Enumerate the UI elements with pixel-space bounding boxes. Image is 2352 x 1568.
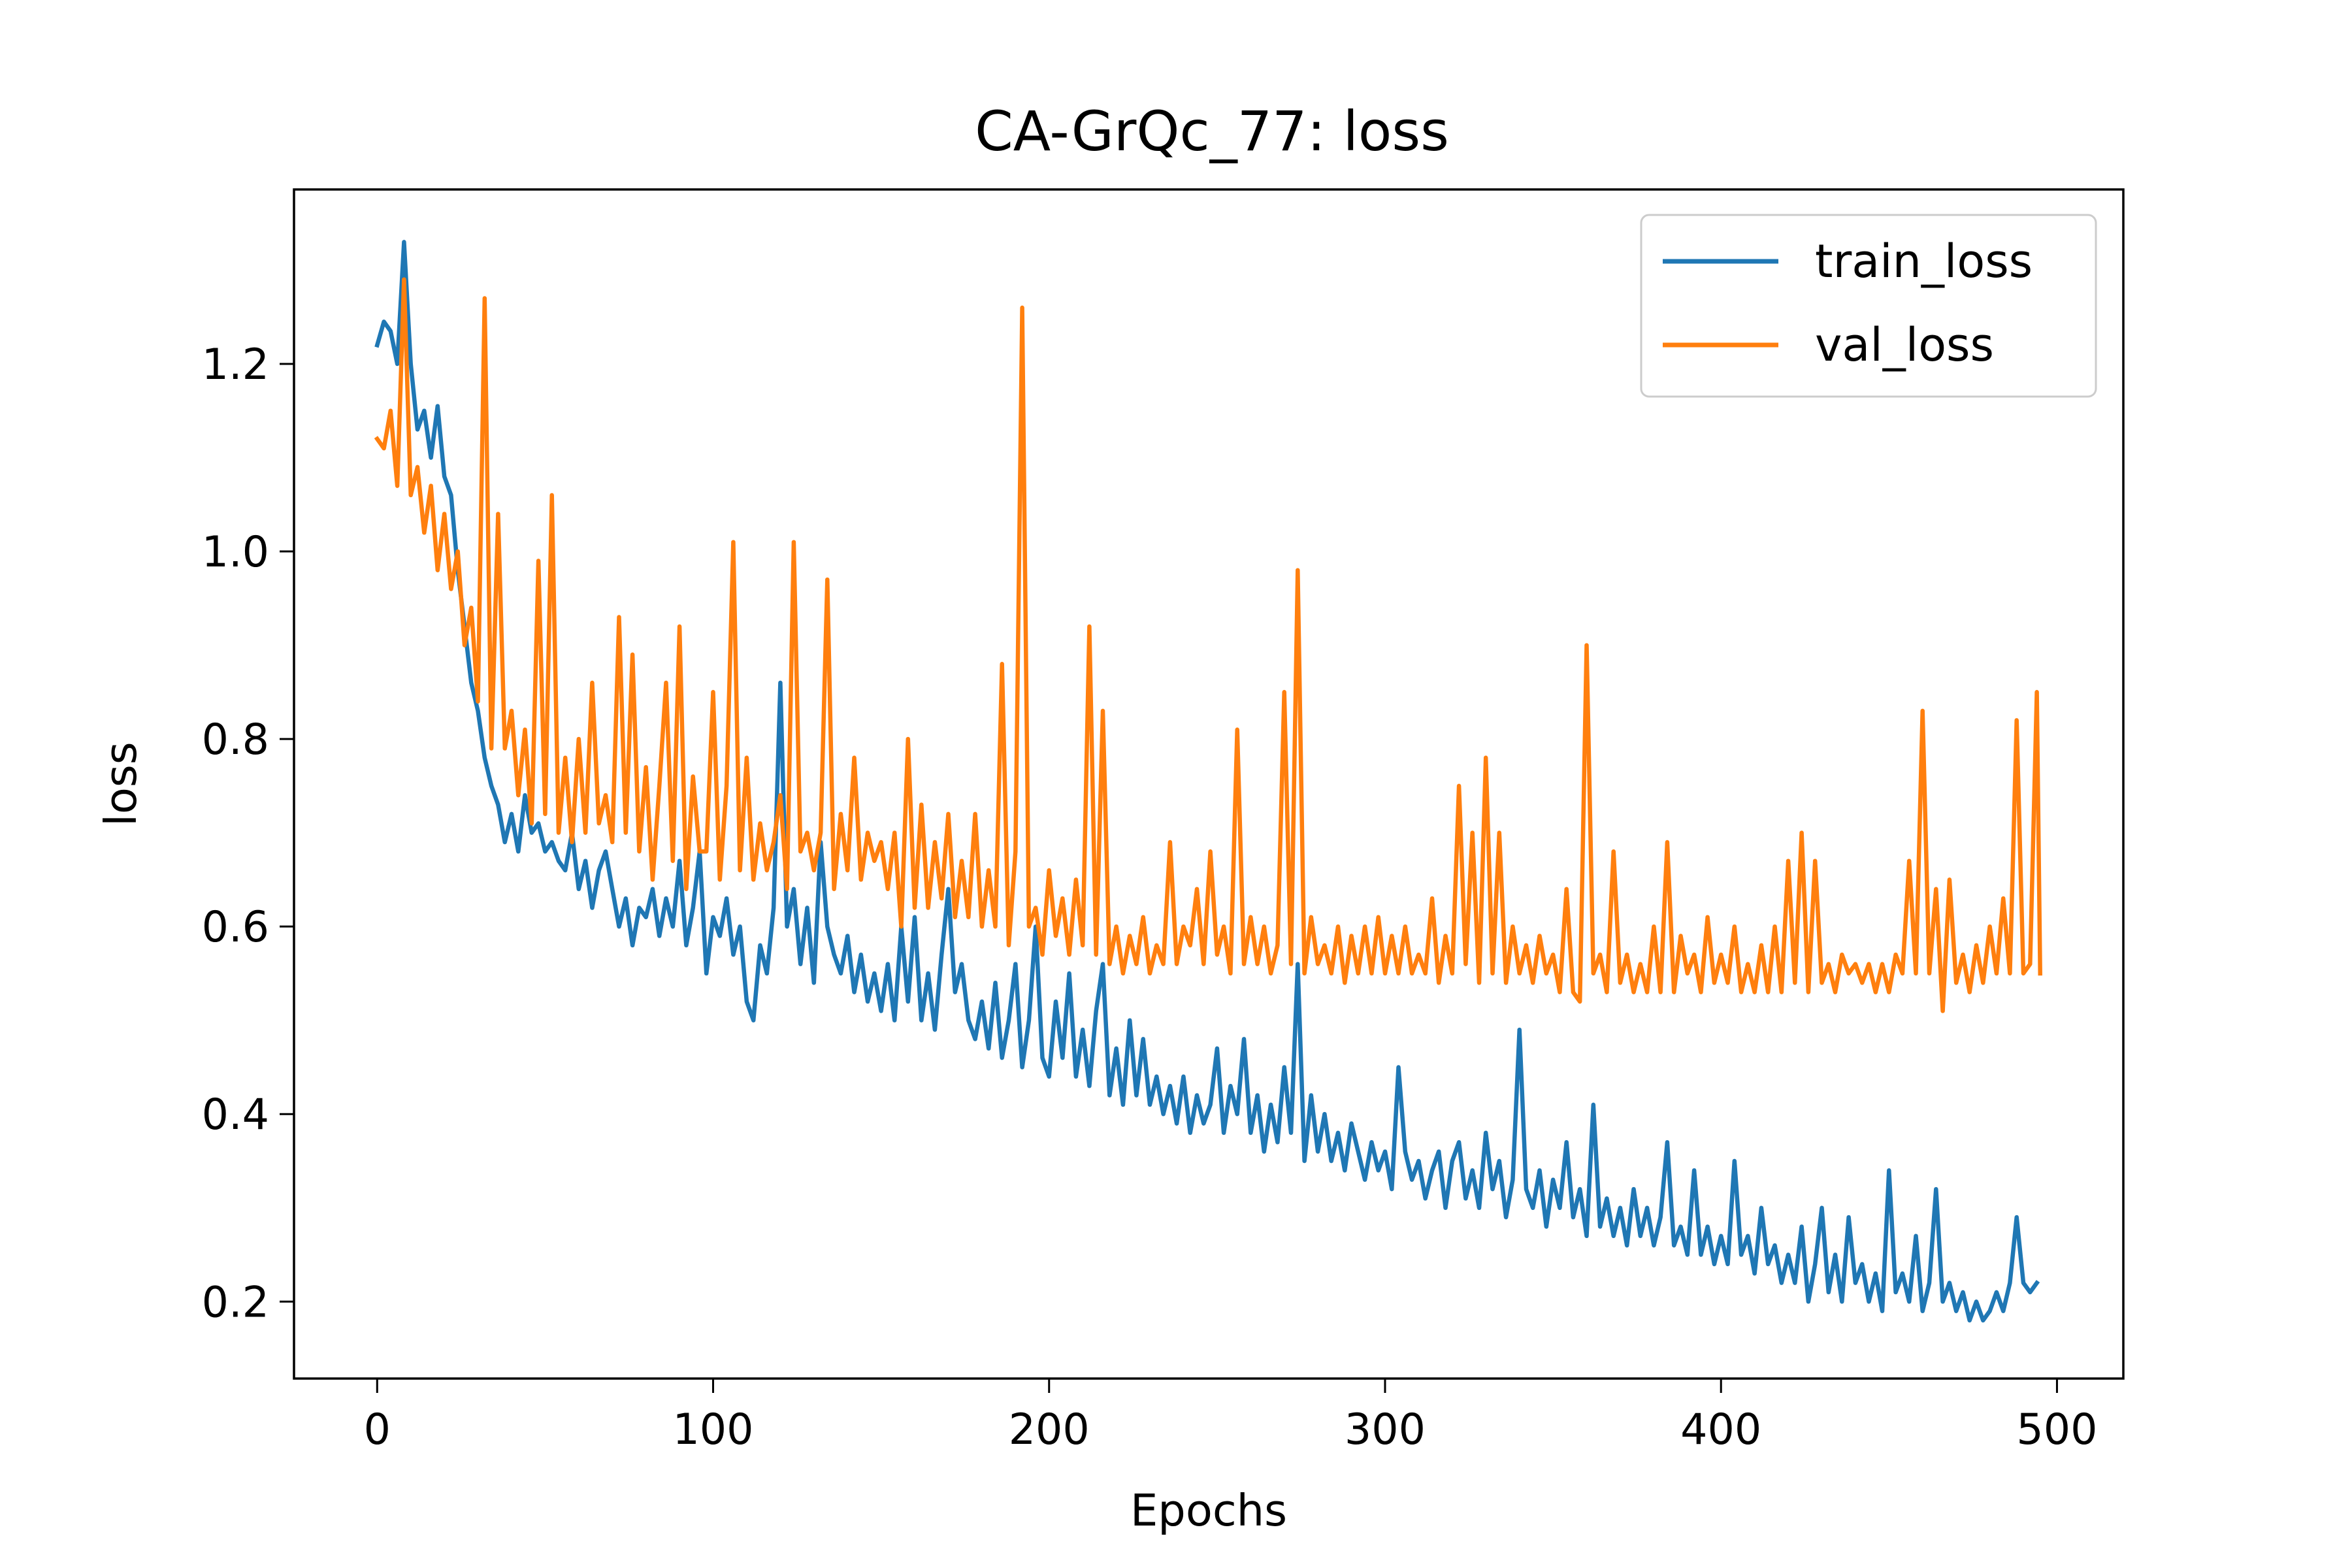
x-axis-label: Epochs: [1130, 1485, 1287, 1536]
x-tick-label: 300: [1345, 1405, 1426, 1454]
y-tick-label: 1.0: [202, 528, 269, 577]
legend-label-val-loss: val_loss: [1815, 318, 1994, 372]
x-tick-label: 0: [364, 1405, 391, 1454]
legend: train_loss val_loss: [1640, 214, 2097, 398]
plot-area: [293, 188, 2125, 1380]
y-axis-label: loss: [95, 742, 146, 826]
legend-label-train-loss: train_loss: [1815, 235, 2033, 288]
y-tick-label: 0.2: [202, 1278, 269, 1327]
x-tick-label: 200: [1009, 1405, 1090, 1454]
x-tick-label: 400: [1680, 1405, 1761, 1454]
y-tick-label: 0.4: [202, 1090, 269, 1139]
y-tick-label: 0.6: [202, 903, 269, 952]
plot-frame: [293, 188, 2125, 1380]
x-tick-label: 100: [672, 1405, 753, 1454]
y-tick-label: 1.2: [202, 340, 269, 389]
x-axis: 0 100 200 300 400 500: [364, 1379, 2097, 1454]
series-line-val-loss: [374, 277, 2042, 1013]
series-layer: [374, 240, 2042, 1323]
x-tick-label: 500: [2016, 1405, 2097, 1454]
chart-title: CA-GrQc_77: loss: [975, 99, 1449, 163]
y-tick-label: 0.8: [202, 715, 269, 764]
y-axis: 0.2 0.4 0.6 0.8 1.0 1.2: [202, 340, 294, 1327]
series-line-train-loss: [374, 240, 2040, 1323]
